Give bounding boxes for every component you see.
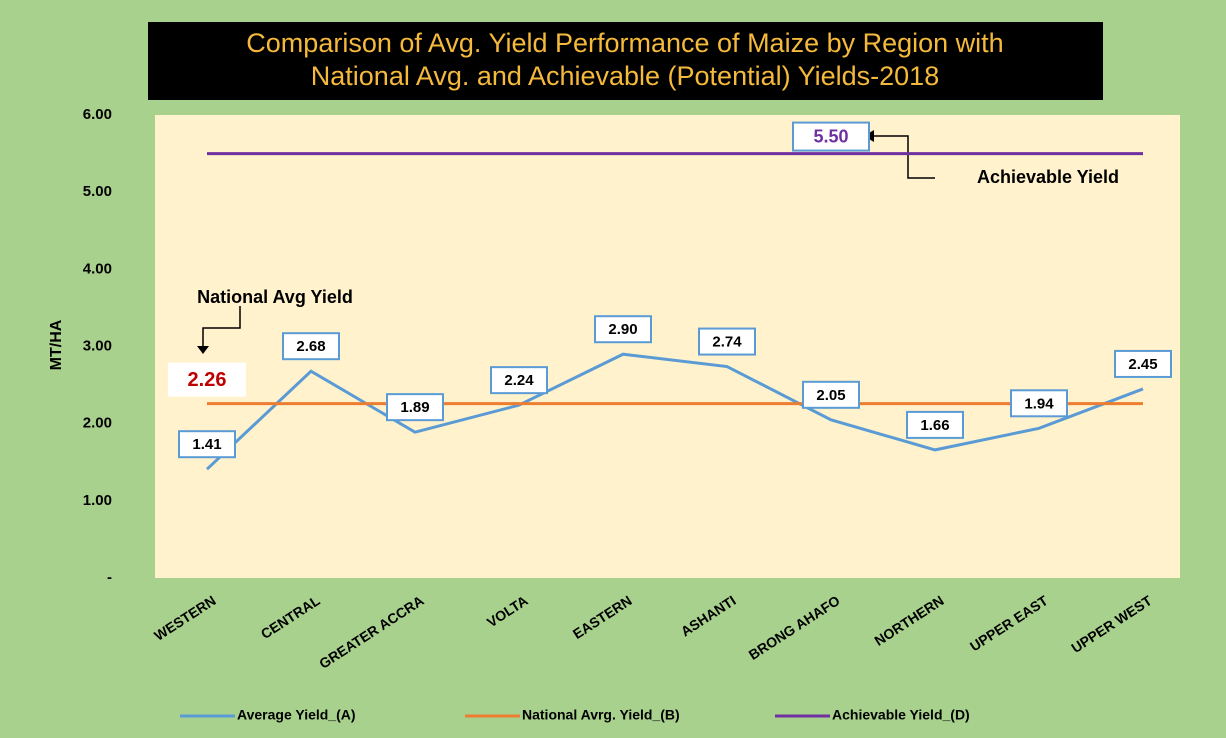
data-label-box: [386, 393, 444, 422]
data-label: 2.74: [712, 334, 742, 351]
data-label: 5.50: [813, 126, 848, 146]
legend-label: Average Yield_(A): [237, 707, 356, 723]
data-label: 2.24: [504, 372, 534, 389]
legend-label: Achievable Yield_(D): [832, 707, 970, 723]
annotation: Achievable Yield: [977, 167, 1119, 187]
legend-label: National Avrg. Yield_(B): [522, 707, 680, 723]
chart-subtitle: National Avg. and Achievable (Potential)…: [311, 61, 939, 91]
data-label: 1.94: [1024, 395, 1054, 412]
data-label-box: [178, 430, 236, 459]
data-label-box: [698, 327, 756, 356]
data-label-box: [1114, 349, 1172, 378]
y-axis-label: MT/HA: [48, 319, 65, 370]
data-label-box: [282, 332, 340, 361]
y-tick-label: 5.00: [83, 183, 112, 200]
data-label-box: [594, 315, 652, 344]
data-label: 2.68: [296, 338, 325, 355]
title-box: [148, 22, 1103, 100]
data-label: 1.89: [400, 399, 429, 416]
annotation-arrow: [872, 135, 935, 179]
data-label: 2.90: [608, 321, 637, 338]
y-tick-label: 4.00: [83, 260, 112, 277]
series-line: [205, 352, 1144, 471]
y-tick-label: -: [107, 569, 112, 586]
data-label: 2.26: [188, 369, 227, 391]
arrow-head: [197, 346, 209, 354]
data-label: 2.45: [1128, 356, 1157, 373]
data-label-box: [1010, 389, 1068, 418]
data-label-box: [802, 380, 860, 409]
y-tick-label: 2.00: [83, 415, 112, 432]
data-label-box: [906, 410, 964, 439]
y-tick-label: 1.00: [83, 492, 112, 509]
annotation-arrow: [202, 306, 241, 348]
data-label-box: [168, 362, 246, 397]
data-label: 1.41: [192, 436, 221, 453]
chart-title: Comparison of Avg. Yield Performance of …: [246, 28, 1003, 58]
data-label-box: [792, 121, 870, 152]
y-tick-label: 3.00: [83, 337, 112, 354]
data-label-box: [490, 366, 548, 395]
y-tick-label: 6.00: [83, 106, 112, 123]
annotation: National Avg Yield: [197, 287, 353, 307]
data-label: 2.05: [816, 387, 845, 404]
data-label: 1.66: [920, 417, 949, 434]
